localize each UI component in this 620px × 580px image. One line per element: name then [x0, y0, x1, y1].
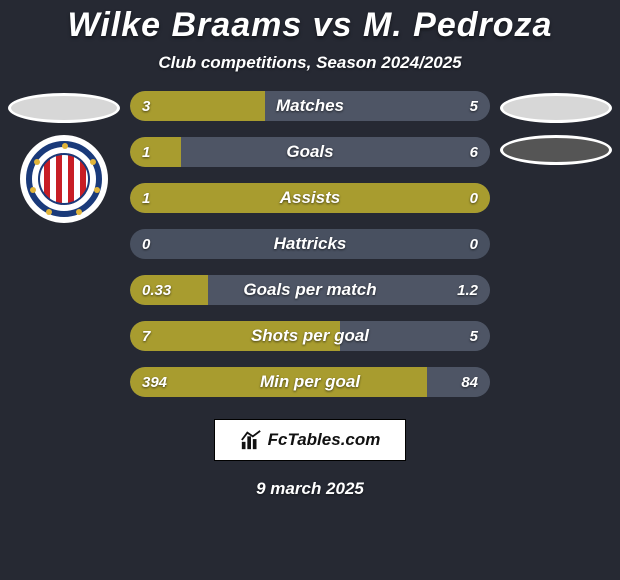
metric-fill-right [265, 91, 490, 121]
metric-fill-left [130, 321, 340, 351]
metric-fill-right [181, 137, 490, 167]
metric-row: 0.331.2Goals per match [130, 275, 490, 305]
metric-value-right: 0 [470, 229, 478, 259]
subtitle: Club competitions, Season 2024/2025 [0, 53, 620, 73]
branding-text: FcTables.com [268, 430, 381, 450]
metric-value-left: 1 [142, 137, 150, 167]
right-player-badge-2 [500, 135, 612, 165]
metric-value-left: 3 [142, 91, 150, 121]
fctables-icon [240, 429, 262, 451]
metric-row: 35Matches [130, 91, 490, 121]
metric-value-right: 84 [461, 367, 478, 397]
page-title: Wilke Braams vs M. Pedroza [0, 6, 620, 45]
metric-value-right: 1.2 [457, 275, 478, 305]
content-row: 35Matches16Goals10Assists00Hattricks0.33… [0, 91, 620, 397]
metric-fill-left [130, 137, 181, 167]
metric-fill-left [130, 367, 427, 397]
right-player-badge-1 [500, 93, 612, 123]
metric-fill-right [427, 367, 490, 397]
metric-label: Hattricks [130, 229, 490, 259]
metric-value-right: 0 [470, 183, 478, 213]
metric-value-left: 0 [142, 229, 150, 259]
metric-value-right: 6 [470, 137, 478, 167]
left-player-badge [8, 93, 120, 123]
metric-value-left: 7 [142, 321, 150, 351]
metric-row: 16Goals [130, 137, 490, 167]
metric-fill-left [130, 183, 490, 213]
metric-value-left: 394 [142, 367, 167, 397]
right-player-col [500, 91, 612, 165]
metric-bars: 35Matches16Goals10Assists00Hattricks0.33… [130, 91, 490, 397]
metric-value-left: 1 [142, 183, 150, 213]
metric-value-left: 0.33 [142, 275, 171, 305]
date: 9 march 2025 [0, 479, 620, 499]
left-player-col [8, 91, 120, 223]
metric-fill-right [340, 321, 490, 351]
metric-value-right: 5 [470, 321, 478, 351]
metric-fill-right [208, 275, 490, 305]
metric-row: 10Assists [130, 183, 490, 213]
metric-value-right: 5 [470, 91, 478, 121]
metric-row: 0 0Hattricks [130, 229, 490, 259]
left-club-logo [20, 135, 108, 223]
comparison-card: Wilke Braams vs M. Pedroza Club competit… [0, 0, 620, 580]
metric-row: 39484Min per goal [130, 367, 490, 397]
metric-row: 75Shots per goal [130, 321, 490, 351]
branding-card: FcTables.com [214, 419, 406, 461]
